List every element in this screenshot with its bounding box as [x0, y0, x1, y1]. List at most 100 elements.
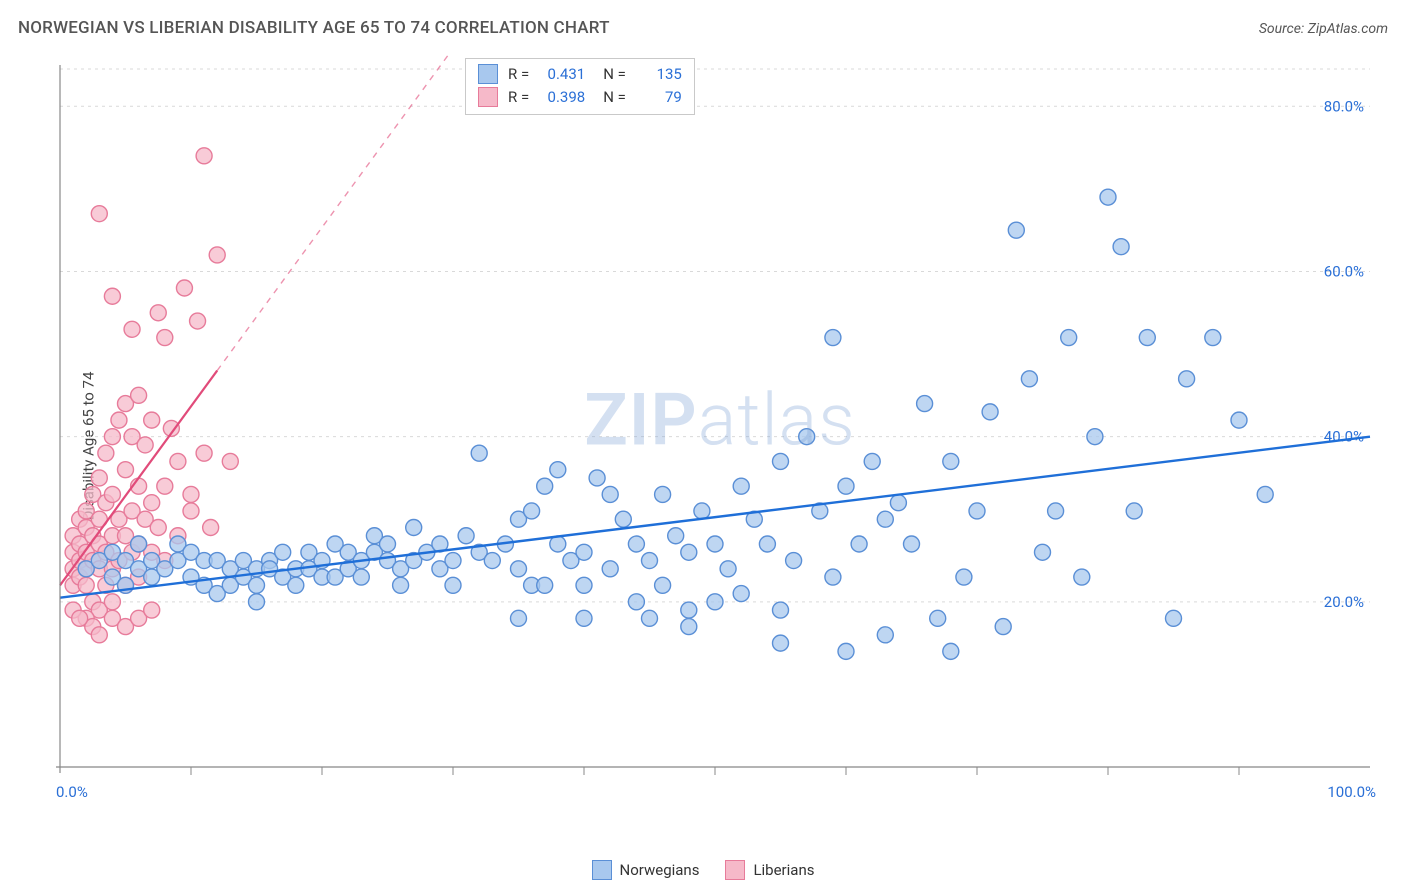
data-point: [733, 478, 749, 494]
data-point: [602, 486, 618, 502]
data-point: [104, 429, 120, 445]
chart-title: NORWEGIAN VS LIBERIAN DISABILITY AGE 65 …: [18, 18, 610, 38]
data-point: [91, 206, 107, 222]
data-point: [104, 486, 120, 502]
source-attribution: Source: ZipAtlas.com: [1259, 21, 1388, 37]
legend-swatch: [478, 64, 498, 84]
data-point: [943, 453, 959, 469]
data-point: [576, 610, 592, 626]
r-value: 0.431: [539, 63, 585, 86]
data-point: [655, 577, 671, 593]
x-tick-label: 100.0%: [1327, 783, 1376, 801]
data-point: [1126, 503, 1142, 519]
data-point: [707, 536, 723, 552]
data-point: [1021, 371, 1037, 387]
correlation-legend: R =0.431N =135R =0.398N =79: [465, 58, 695, 115]
n-value: 79: [636, 86, 682, 109]
data-point: [511, 610, 527, 626]
data-point: [196, 445, 212, 461]
x-tick-label: 0.0%: [56, 783, 88, 801]
data-point: [642, 610, 658, 626]
legend-swatch: [592, 860, 612, 880]
r-label: R =: [508, 86, 529, 109]
data-point: [864, 453, 880, 469]
data-point: [550, 462, 566, 478]
y-tick-label: 60.0%: [1324, 262, 1364, 280]
data-point: [104, 288, 120, 304]
data-point: [773, 602, 789, 618]
data-point: [1061, 330, 1077, 346]
data-point: [380, 536, 396, 552]
legend-item: Liberians: [725, 860, 814, 880]
data-point: [170, 453, 186, 469]
data-point: [904, 536, 920, 552]
data-point: [144, 602, 160, 618]
data-point: [707, 594, 723, 610]
r-label: R =: [508, 63, 529, 86]
data-point: [118, 462, 134, 478]
data-point: [288, 577, 304, 593]
n-value: 135: [636, 63, 682, 86]
data-point: [1166, 610, 1182, 626]
data-point: [203, 519, 219, 535]
data-point: [131, 536, 147, 552]
data-point: [471, 445, 487, 461]
trend-line: [60, 437, 1370, 598]
data-point: [124, 321, 140, 337]
data-point: [681, 602, 697, 618]
legend-stats-row: R =0.431N =135: [478, 63, 682, 86]
data-point: [537, 577, 553, 593]
source-name: ZipAtlas.com: [1308, 21, 1388, 37]
data-point: [825, 569, 841, 585]
data-point: [668, 528, 684, 544]
data-point: [982, 404, 998, 420]
data-point: [786, 553, 802, 569]
data-point: [890, 495, 906, 511]
data-point: [1087, 429, 1103, 445]
data-point: [104, 594, 120, 610]
data-point: [681, 619, 697, 635]
data-point: [733, 586, 749, 602]
data-point: [576, 544, 592, 560]
data-point: [131, 387, 147, 403]
chart-area: 20.0%40.0%60.0%80.0%0.0%100.0% ZIPatlas: [50, 55, 1390, 815]
data-point: [602, 561, 618, 577]
data-point: [838, 478, 854, 494]
data-point: [222, 453, 238, 469]
data-point: [969, 503, 985, 519]
data-point: [1257, 486, 1273, 502]
data-point: [943, 643, 959, 659]
n-label: N =: [603, 86, 626, 109]
data-point: [825, 330, 841, 346]
data-point: [511, 561, 527, 577]
scatter-chart: 20.0%40.0%60.0%80.0%0.0%100.0%: [50, 55, 1390, 815]
data-point: [445, 553, 461, 569]
data-point: [91, 470, 107, 486]
data-point: [1139, 330, 1155, 346]
data-point: [1100, 189, 1116, 205]
data-point: [537, 478, 553, 494]
data-point: [406, 519, 422, 535]
y-tick-label: 20.0%: [1324, 593, 1364, 611]
legend-swatch: [725, 860, 745, 880]
data-point: [1074, 569, 1090, 585]
data-point: [183, 503, 199, 519]
data-point: [98, 445, 114, 461]
data-point: [720, 561, 736, 577]
data-point: [1205, 330, 1221, 346]
data-point: [576, 577, 592, 593]
data-point: [275, 544, 291, 560]
data-point: [759, 536, 775, 552]
data-point: [144, 412, 160, 428]
data-point: [628, 536, 644, 552]
data-point: [249, 594, 265, 610]
data-point: [694, 503, 710, 519]
data-point: [1048, 503, 1064, 519]
data-point: [917, 396, 933, 412]
data-point: [137, 437, 153, 453]
header: NORWEGIAN VS LIBERIAN DISABILITY AGE 65 …: [18, 18, 1388, 38]
data-point: [157, 330, 173, 346]
data-point: [91, 627, 107, 643]
data-point: [877, 627, 893, 643]
data-point: [524, 503, 540, 519]
